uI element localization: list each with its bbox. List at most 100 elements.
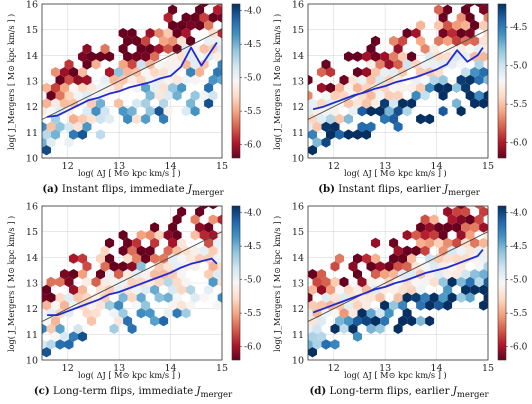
hexbin-cell [375, 106, 385, 117]
hexbin-cell [154, 90, 164, 101]
hexbin-cell [141, 113, 151, 125]
hexbin-cell [64, 59, 74, 70]
x-tick-label: 14 [431, 161, 443, 172]
hexbin-cell [217, 4, 222, 8]
hexbin-cell [177, 206, 187, 217]
hexbin-cell [411, 90, 421, 101]
hexbin-cell [123, 237, 133, 249]
hexbin-cell [69, 129, 78, 140]
hexbin-cell [163, 230, 173, 241]
hexbin-cell [105, 284, 115, 295]
hexbin-cell [64, 292, 74, 303]
hexbin-cell [217, 12, 222, 23]
hexbin-cell [483, 59, 488, 70]
hexbin-cell [407, 82, 417, 93]
hexbin-cell [190, 214, 200, 225]
hexbin-cell [384, 261, 394, 272]
y-tick-label: 15 [26, 25, 38, 36]
hexbin-cell [186, 20, 196, 31]
hexbin-cell [389, 98, 399, 109]
hexbin-cell [105, 51, 115, 62]
hexbin-cell [145, 90, 155, 101]
hexbin-cell [82, 276, 92, 288]
hexbin-cell [362, 253, 371, 264]
hexbin-cell [55, 323, 65, 334]
hexbin-cell [483, 276, 488, 288]
hexbin-cells [308, 206, 497, 358]
hexbin-cell [326, 82, 335, 93]
hexbin-cell [213, 269, 222, 280]
hexbin-cell [330, 323, 340, 334]
hexbin-cell [357, 121, 367, 132]
hexbin-cell [357, 276, 367, 288]
hexbin-cell [105, 67, 115, 78]
y-tick-label: 11 [292, 128, 304, 139]
hexbin-cell [91, 308, 101, 319]
hexbin-cell [73, 74, 83, 86]
hexbin-cell [366, 43, 376, 54]
hexbin-cell [335, 113, 344, 125]
hexbin-cell [479, 300, 488, 311]
hexbin-cell [375, 292, 385, 303]
hexbin-cell [353, 284, 362, 295]
hexbin-cell [172, 59, 182, 70]
hexbin-cell [452, 82, 462, 93]
hexbin-cell [456, 214, 466, 225]
hexbin-cell [479, 237, 488, 249]
hexbin-cell [118, 230, 128, 241]
hexbin-cell [483, 292, 488, 303]
hexbin-cell [213, 237, 222, 249]
hexbin-cell [312, 121, 322, 132]
hexbin-cell [42, 82, 51, 93]
plot-frame [41, 205, 223, 361]
hexbin-cell [380, 51, 390, 62]
hexbin-cell [91, 106, 101, 117]
hexbin-cell [55, 339, 65, 350]
hexbin-cell [483, 12, 488, 23]
hexbin-cell [362, 315, 371, 327]
hexbin-cell [195, 98, 205, 109]
y-tick-label: 13 [292, 77, 304, 88]
y-axis-label: log( J_Mergers [ M⊙ kpc km/s ] ) [6, 215, 16, 352]
hexbin-cell [425, 237, 435, 249]
caption-label: (b) [318, 183, 335, 195]
y-axis-label: log( J_Mergers [ M⊙ kpc km/s ] ) [6, 13, 16, 150]
hexbin-cell [371, 98, 381, 109]
hexbin-cell [168, 67, 178, 78]
hexbin-cell [168, 284, 178, 295]
hexbin-cell [411, 276, 421, 288]
hexbin-cell [100, 106, 110, 117]
hexbin-cell [380, 315, 390, 327]
caption-symbol: J [444, 184, 449, 195]
hexbin-cell [308, 129, 317, 140]
hexbin-cell [132, 113, 142, 125]
hexbin-cell [172, 230, 182, 241]
hexbin-cell [217, 292, 222, 303]
hexbin-cell [402, 245, 412, 256]
hexbin-cell [353, 253, 362, 264]
hexbin-cell [55, 121, 65, 132]
colorbar-tick-label: -4.5 [244, 242, 262, 252]
hexbin-cell [488, 83, 497, 93]
hexbin-cell [465, 292, 475, 303]
plot-frame [41, 3, 223, 159]
x-tick-label: 13 [379, 363, 391, 374]
hexbin-cell [488, 222, 497, 232]
hexbin-cell [398, 300, 408, 311]
hexbin-cell [317, 315, 326, 327]
hexbin-cell [452, 222, 462, 233]
x-tick-label: 14 [165, 363, 177, 374]
hexbin-cell [145, 106, 155, 117]
hexbin-cell [190, 106, 200, 117]
hexbin-cell [141, 253, 151, 264]
y-tick-label: 12 [26, 102, 38, 113]
hexbin-cell [353, 269, 362, 280]
hexbin-cell [46, 323, 56, 334]
hexbin-cell [199, 245, 209, 256]
hexbin-cell [479, 51, 488, 62]
hexbin-cell [389, 67, 399, 78]
hexbin-cell [118, 292, 128, 303]
colorbar [231, 205, 241, 361]
hexbin-cell [87, 315, 96, 327]
hexbin-cell [479, 222, 488, 233]
